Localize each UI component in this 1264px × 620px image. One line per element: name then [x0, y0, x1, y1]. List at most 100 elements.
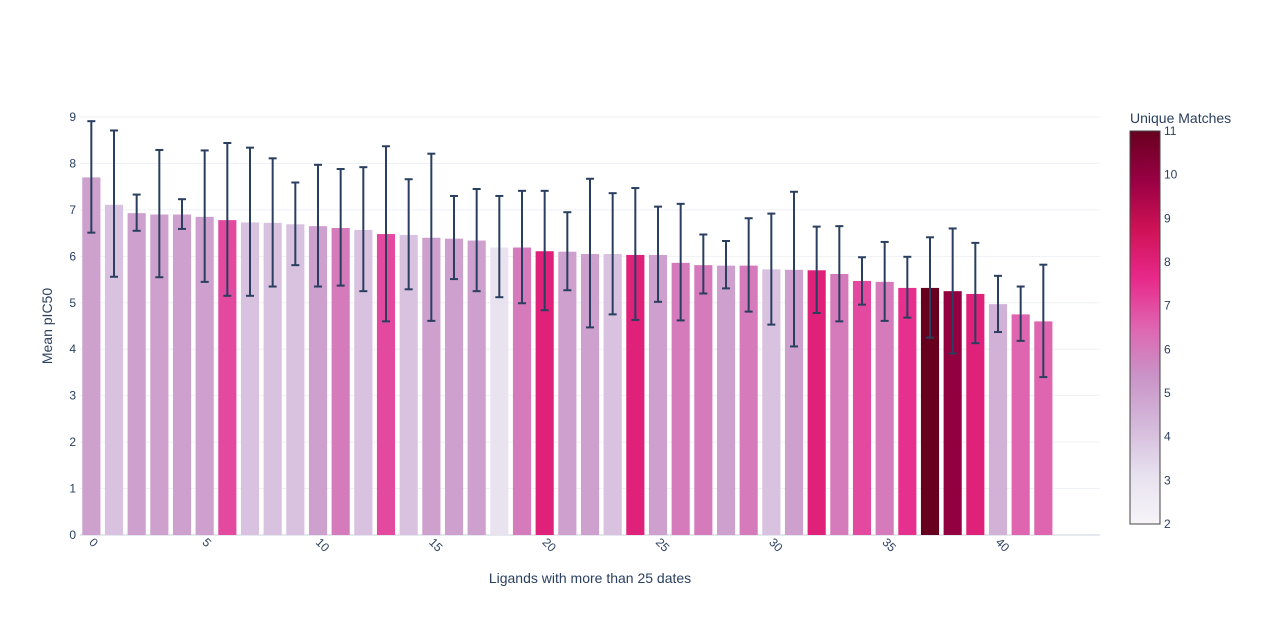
bar[interactable]: [966, 293, 985, 535]
error-bar: [359, 166, 368, 293]
bar[interactable]: [558, 251, 577, 535]
bar[interactable]: [1011, 314, 1030, 535]
y-tick-labels: 0 1 2 3 4 5 6 7 8 9: [69, 110, 76, 542]
bar[interactable]: [422, 237, 441, 535]
y-tick-label: 8: [69, 156, 76, 170]
bar[interactable]: [626, 254, 645, 535]
colorbar-gradient: [1129, 130, 1161, 525]
bar[interactable]: [739, 265, 758, 535]
colorbar-tick-label: 8: [1164, 255, 1171, 269]
bar[interactable]: [716, 265, 736, 535]
bar[interactable]: [807, 270, 826, 535]
colorbar-tick-label: 3: [1164, 473, 1171, 487]
bar[interactable]: [263, 222, 282, 536]
y-tick-label: 3: [69, 389, 76, 403]
bar[interactable]: [240, 222, 260, 535]
bar[interactable]: [150, 214, 169, 536]
bar[interactable]: [172, 214, 192, 536]
error-bar: [291, 181, 300, 267]
error-bar: [676, 202, 685, 322]
bar[interactable]: [82, 177, 101, 535]
bar[interactable]: [762, 269, 781, 535]
error-bar: [563, 211, 572, 292]
error-bar: [812, 225, 821, 314]
error-bar: [155, 148, 164, 279]
bar[interactable]: [671, 262, 690, 535]
error-bar: [223, 142, 232, 297]
bar[interactable]: [694, 265, 713, 535]
bar[interactable]: [943, 291, 962, 535]
x-tick-label: 25: [653, 535, 673, 555]
error-bar: [994, 274, 1002, 334]
x-tick-label: 30: [766, 535, 786, 555]
bar[interactable]: [988, 304, 1008, 535]
error-bar: [1016, 285, 1025, 342]
bar[interactable]: [1034, 321, 1053, 535]
error-bar: [518, 189, 526, 305]
error-bar: [427, 152, 436, 322]
bar[interactable]: [898, 287, 917, 535]
bar[interactable]: [331, 228, 350, 535]
bar[interactable]: [444, 238, 464, 535]
bar[interactable]: [875, 281, 894, 535]
error-bar: [699, 233, 708, 295]
bar[interactable]: [490, 247, 509, 535]
error-bar: [268, 157, 277, 288]
error-bar: [540, 189, 549, 312]
bar[interactable]: [535, 251, 554, 536]
error-bar: [472, 187, 481, 293]
bar[interactable]: [354, 229, 373, 536]
bar[interactable]: [648, 254, 668, 535]
bar[interactable]: [127, 213, 146, 535]
y-axis-title: Mean pIC50: [39, 288, 55, 364]
bar[interactable]: [580, 254, 600, 535]
y-tick-label: 1: [69, 482, 76, 496]
colorbar-tick-label: 10: [1164, 168, 1178, 182]
error-bar: [336, 168, 345, 287]
error-bar: [382, 145, 390, 323]
bar[interactable]: [920, 287, 940, 535]
y-tick-label: 6: [69, 249, 76, 263]
bar[interactable]: [830, 273, 849, 535]
x-tick-label: 20: [540, 535, 560, 555]
x-tick-label: 5: [200, 535, 215, 550]
bar[interactable]: [104, 204, 124, 535]
error-bar: [450, 194, 458, 281]
colorbar-tick-label: 2: [1164, 517, 1171, 531]
x-axis-title: Ligands with more than 25 dates: [489, 570, 691, 586]
x-tick-labels: 0 5 10 15 20 25 30 35 40: [86, 535, 1012, 555]
colorbar-tick-label: 5: [1164, 386, 1171, 400]
bar[interactable]: [308, 226, 328, 535]
bar[interactable]: [195, 216, 214, 535]
bar[interactable]: [467, 240, 486, 535]
x-tick-label: 10: [313, 535, 333, 555]
error-bar: [404, 178, 413, 291]
error-bar: [767, 212, 776, 326]
error-bar: [971, 241, 980, 345]
colorbar-title: Unique Matches: [1130, 110, 1231, 126]
colorbar-tick-label: 6: [1164, 342, 1171, 356]
bar[interactable]: [512, 247, 532, 535]
bar[interactable]: [218, 220, 237, 535]
error-bars: [87, 120, 1048, 379]
bar[interactable]: [603, 254, 622, 535]
error-bar: [631, 187, 640, 321]
x-tick-label: 0: [86, 535, 101, 550]
y-tick-label: 2: [69, 435, 76, 449]
bar[interactable]: [784, 269, 804, 535]
bar[interactable]: [376, 234, 396, 536]
bar[interactable]: [399, 234, 418, 536]
error-bar: [495, 194, 504, 299]
error-bar: [608, 192, 617, 316]
colorbar-tick-label: 11: [1164, 124, 1177, 138]
error-bar: [178, 198, 186, 230]
y-tick-label: 7: [69, 203, 76, 217]
error-bar: [110, 129, 118, 278]
error-bar: [314, 163, 322, 288]
bar[interactable]: [852, 280, 872, 535]
x-tick-label: 15: [426, 535, 446, 555]
x-tick-label: 40: [993, 535, 1013, 555]
bar[interactable]: [286, 224, 305, 535]
